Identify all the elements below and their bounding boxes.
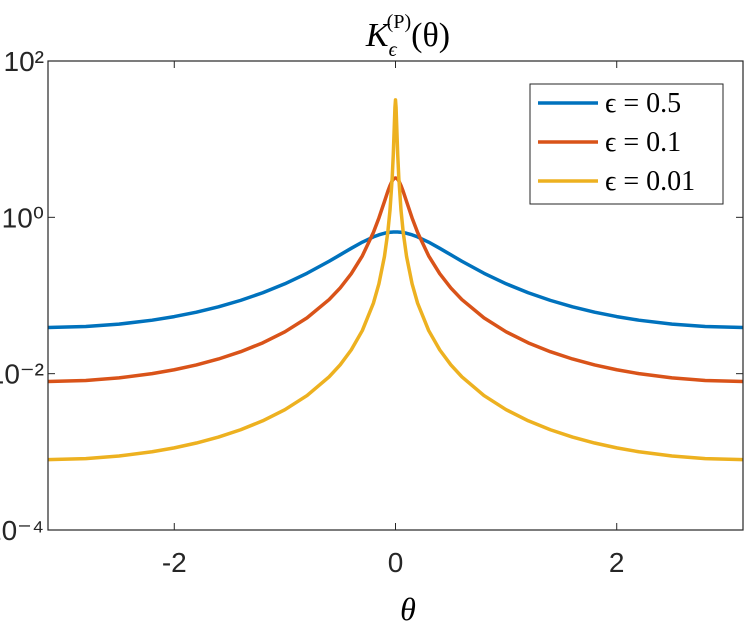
x-tick-label: 0: [388, 547, 404, 578]
y-tick-label: 10⁻⁴: [0, 515, 44, 546]
y-tick-label: 10⁰: [2, 202, 44, 233]
y-tick-label: 10²: [4, 46, 44, 77]
legend-label: ϵ = 0.5: [605, 88, 681, 119]
legend-label: ϵ = 0.1: [605, 127, 681, 158]
x-tick-label: -2: [162, 547, 187, 578]
x-tick-label: 2: [609, 547, 625, 578]
legend-label: ϵ = 0.01: [605, 166, 695, 197]
title-arg: (θ): [411, 17, 450, 54]
title-sub: ϵ: [389, 39, 398, 61]
line-series: [47, 176, 744, 384]
line-series: [47, 98, 744, 462]
title-base: K: [365, 17, 391, 54]
x-axis-label: θ: [400, 591, 416, 627]
plot-frame: [47, 60, 744, 531]
y-tick-label: 10⁻²: [0, 359, 44, 390]
title-sup: (P): [387, 11, 411, 33]
legend: ϵ = 0.5 ϵ = 0.1 ϵ = 0.01: [529, 83, 724, 205]
line-series: [47, 230, 744, 330]
chart-title: Kϵ (P)(θ): [365, 11, 450, 61]
